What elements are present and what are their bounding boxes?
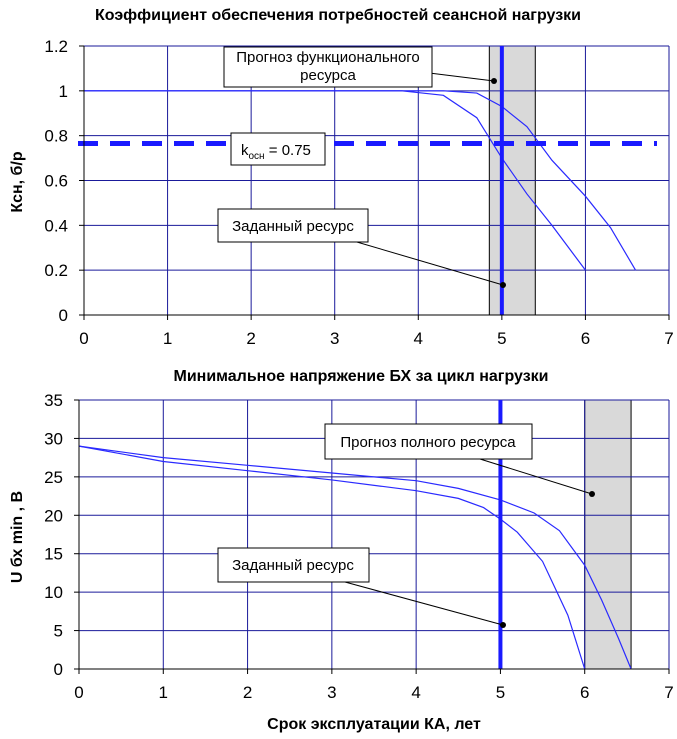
y-tick-label: 30 <box>44 429 63 448</box>
y-tick-label: 25 <box>44 468 63 487</box>
chart-2-ticks: 0 5 10 15 20 25 30 35 0 1 2 3 4 5 6 7 <box>44 391 674 702</box>
y-tick-label: 0.6 <box>44 172 68 191</box>
series-line-2 <box>84 90 637 271</box>
series-line-1 <box>78 445 586 670</box>
x-tick-label: 7 <box>664 683 673 702</box>
chart-2-voltage: Минимальное напряжение БХ за цикл нагруз… <box>9 368 674 733</box>
y-tick-label: 5 <box>54 622 63 641</box>
chart-2-title: Минимальное напряжение БХ за цикл нагруз… <box>173 368 548 385</box>
chart-1-ticks: 0 0.2 0.4 0.6 0.8 1 1.2 0 1 2 3 4 5 6 7 <box>44 37 673 348</box>
annotation-functional-line1: Прогноз функционального <box>236 49 420 66</box>
y-tick-label: 0 <box>54 660 63 679</box>
y-tick-label: 35 <box>44 391 63 410</box>
y-tick-label: 0.8 <box>44 127 68 146</box>
resource-band <box>584 399 632 670</box>
chart-1-title: Коэффициент обеспечения потребностей сеа… <box>95 7 581 24</box>
chart-1-coefficient: Коэффициент обеспечения потребностей сеа… <box>9 7 674 348</box>
y-tick-label: 15 <box>44 545 63 564</box>
y-tick-label: 0 <box>59 306 68 325</box>
reference-label-main: k <box>241 142 249 159</box>
y-tick-label: 20 <box>44 506 63 525</box>
chart-2-y-axis-label: U бх min , В <box>9 491 26 583</box>
y-tick-label: 1 <box>59 82 68 101</box>
x-tick-label: 2 <box>246 329 255 348</box>
chart-1-y-axis-label: Кcн, б/р <box>9 151 26 213</box>
reference-line-label: kосн = 0.75 <box>230 132 326 166</box>
reference-label-sub: осн <box>249 151 265 162</box>
annotation-functional-line2: ресурса <box>300 67 356 84</box>
x-tick-label: 7 <box>664 329 673 348</box>
annotation-functional-forecast: Прогноз функционального ресурса <box>223 46 497 88</box>
annotation-given-resource-1: Заданный ресурс <box>217 208 506 288</box>
annotation-given-resource-1-text: Заданный ресурс <box>232 218 354 235</box>
chart-1-overlay-layer <box>78 46 657 315</box>
annotation-full-forecast-text: Прогноз полного ресурса <box>340 434 516 451</box>
x-tick-label: 0 <box>74 683 83 702</box>
reference-label-tail: = 0.75 <box>265 142 311 159</box>
x-tick-label: 3 <box>327 683 336 702</box>
svg-text:kосн = 0.75: kосн = 0.75 <box>241 142 311 162</box>
y-tick-label: 1.2 <box>44 37 68 56</box>
x-tick-label: 6 <box>581 329 590 348</box>
chart-2-x-axis-label: Срок эксплуатации КА, лет <box>267 716 481 733</box>
x-tick-label: 2 <box>243 683 252 702</box>
chart-2-band-layer <box>584 399 632 670</box>
x-tick-label: 5 <box>497 329 506 348</box>
y-tick-label: 10 <box>44 583 63 602</box>
x-tick-label: 4 <box>411 683 420 702</box>
x-tick-label: 6 <box>580 683 589 702</box>
annotation-given-resource-2-text: Заданный ресурс <box>232 557 354 574</box>
y-tick-label: 0.4 <box>44 216 68 235</box>
x-tick-label: 1 <box>163 329 172 348</box>
x-tick-label: 3 <box>330 329 339 348</box>
annotation-full-forecast: Прогноз полного ресурса <box>324 423 595 497</box>
y-tick-label: 0.2 <box>44 261 68 280</box>
x-tick-label: 5 <box>496 683 505 702</box>
annotation-given-resource-2: Заданный ресурс <box>217 547 506 628</box>
x-tick-label: 4 <box>414 329 423 348</box>
x-tick-label: 0 <box>79 329 88 348</box>
x-tick-label: 1 <box>159 683 168 702</box>
